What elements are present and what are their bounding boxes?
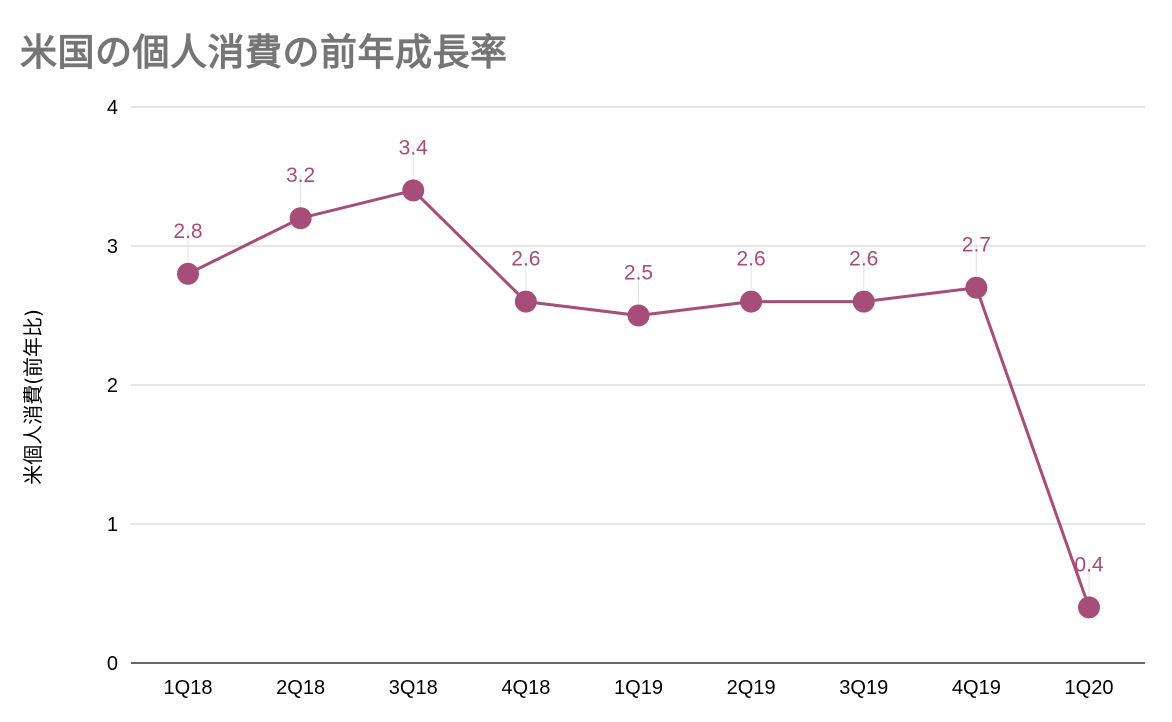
series-line-group <box>187 188 1091 608</box>
x-tick-label: 1Q20 <box>1065 677 1114 699</box>
y-tick-label: 2 <box>107 375 118 397</box>
data-point <box>514 290 537 313</box>
x-tick-label: 3Q18 <box>389 677 438 699</box>
data-points <box>177 179 1100 619</box>
y-tick-label: 4 <box>107 97 118 119</box>
data-point <box>740 290 763 313</box>
y-tick-labels: 0 1 2 3 4 <box>107 97 118 675</box>
data-label: 2.5 <box>624 262 653 285</box>
label-leader-lines <box>187 146 1090 596</box>
series-line <box>187 188 1091 608</box>
data-label: 2.7 <box>962 234 991 257</box>
x-tick-labels: 1Q18 2Q18 3Q18 4Q18 1Q19 2Q19 3Q19 4Q19 1Q20 <box>164 677 1114 699</box>
data-labels: 2.8 3.2 3.4 2.6 2.5 2.6 2.6 2.7 0.4 <box>173 136 1104 576</box>
y-tick-label: 0 <box>107 653 118 675</box>
data-label: 2.6 <box>849 248 878 271</box>
y-tick-label: 3 <box>107 236 118 258</box>
data-point <box>1078 596 1100 619</box>
data-point <box>289 207 312 230</box>
data-point <box>627 304 650 327</box>
data-label: 3.4 <box>399 136 429 159</box>
data-point <box>965 276 988 299</box>
x-tick-label: 1Q18 <box>164 677 213 699</box>
data-point <box>402 179 425 202</box>
data-label: 2.6 <box>737 248 766 271</box>
chart-title: 米国の個人消費の前年成長率 <box>20 31 508 74</box>
data-point <box>852 290 875 313</box>
x-tick-label: 1Q19 <box>614 677 663 699</box>
x-tick-label: 3Q19 <box>839 677 888 699</box>
data-label: 0.4 <box>1074 553 1104 576</box>
x-tick-label: 4Q19 <box>952 677 1001 699</box>
x-tick-label: 4Q18 <box>501 677 550 699</box>
y-axis-label: 米個人消費(前年比) <box>21 309 45 485</box>
data-label: 3.2 <box>286 164 315 187</box>
x-tick-label: 2Q18 <box>276 677 325 699</box>
x-tick-label: 2Q19 <box>727 677 776 699</box>
y-tick-label: 1 <box>107 514 118 536</box>
data-point <box>177 262 199 285</box>
data-label: 2.6 <box>511 248 540 271</box>
data-label: 2.8 <box>173 220 202 243</box>
gridlines <box>131 106 1145 664</box>
